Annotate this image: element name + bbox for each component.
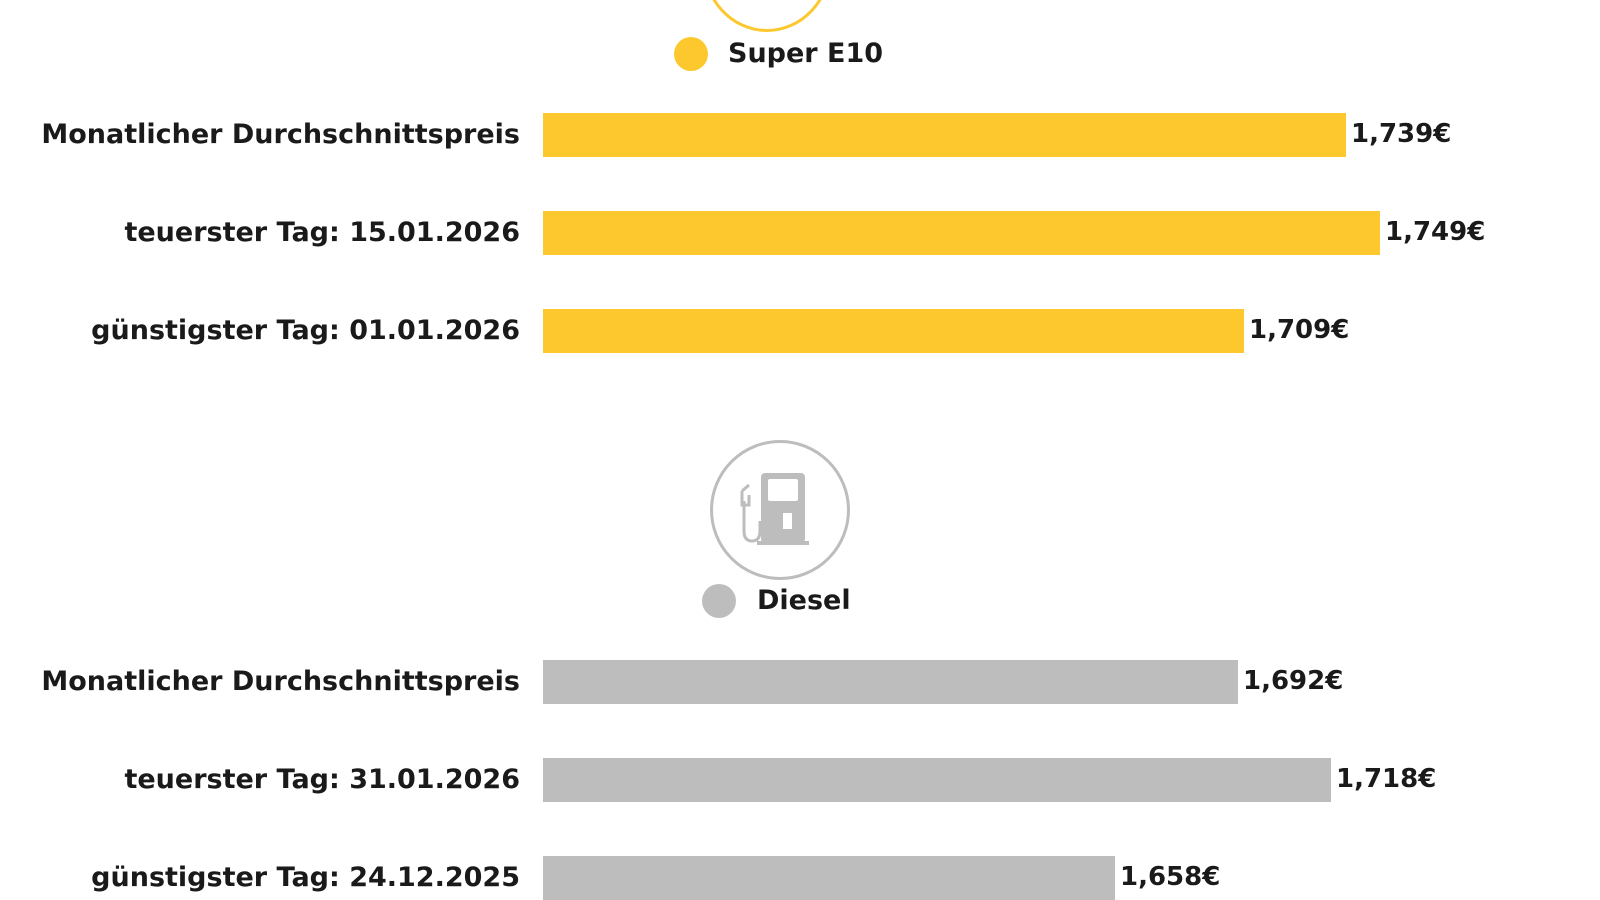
diesel-fuel-pump-icon (710, 440, 850, 580)
e10-bar (543, 309, 1244, 353)
e10-value: 1,709€ (1249, 315, 1350, 345)
e10-fuel-pump-icon (702, 0, 832, 32)
diesel-bar (543, 758, 1331, 802)
e10-bar (543, 113, 1346, 157)
e10-row-label: Monatlicher Durchschnittspreis (41, 119, 520, 150)
e10-row-label: teuerster Tag: 15.01.2026 (124, 217, 520, 248)
diesel-value: 1,692€ (1243, 666, 1344, 696)
e10-value: 1,739€ (1351, 119, 1452, 149)
e10-legend-dot (674, 37, 708, 71)
e10-legend-label: Super E10 (728, 38, 884, 69)
e10-row-label: günstigster Tag: 01.01.2026 (91, 315, 520, 346)
diesel-row-label: teuerster Tag: 31.01.2026 (124, 764, 520, 795)
diesel-row-label: Monatlicher Durchschnittspreis (41, 666, 520, 697)
diesel-bar (543, 660, 1238, 704)
diesel-row-label: günstigster Tag: 24.12.2025 (91, 862, 520, 893)
diesel-legend-label: Diesel (757, 585, 851, 616)
diesel-legend-dot (702, 584, 736, 618)
diesel-value: 1,718€ (1336, 764, 1437, 794)
diesel-value: 1,658€ (1120, 862, 1221, 892)
e10-bar (543, 211, 1380, 255)
diesel-bar (543, 856, 1115, 900)
e10-value: 1,749€ (1385, 217, 1486, 247)
